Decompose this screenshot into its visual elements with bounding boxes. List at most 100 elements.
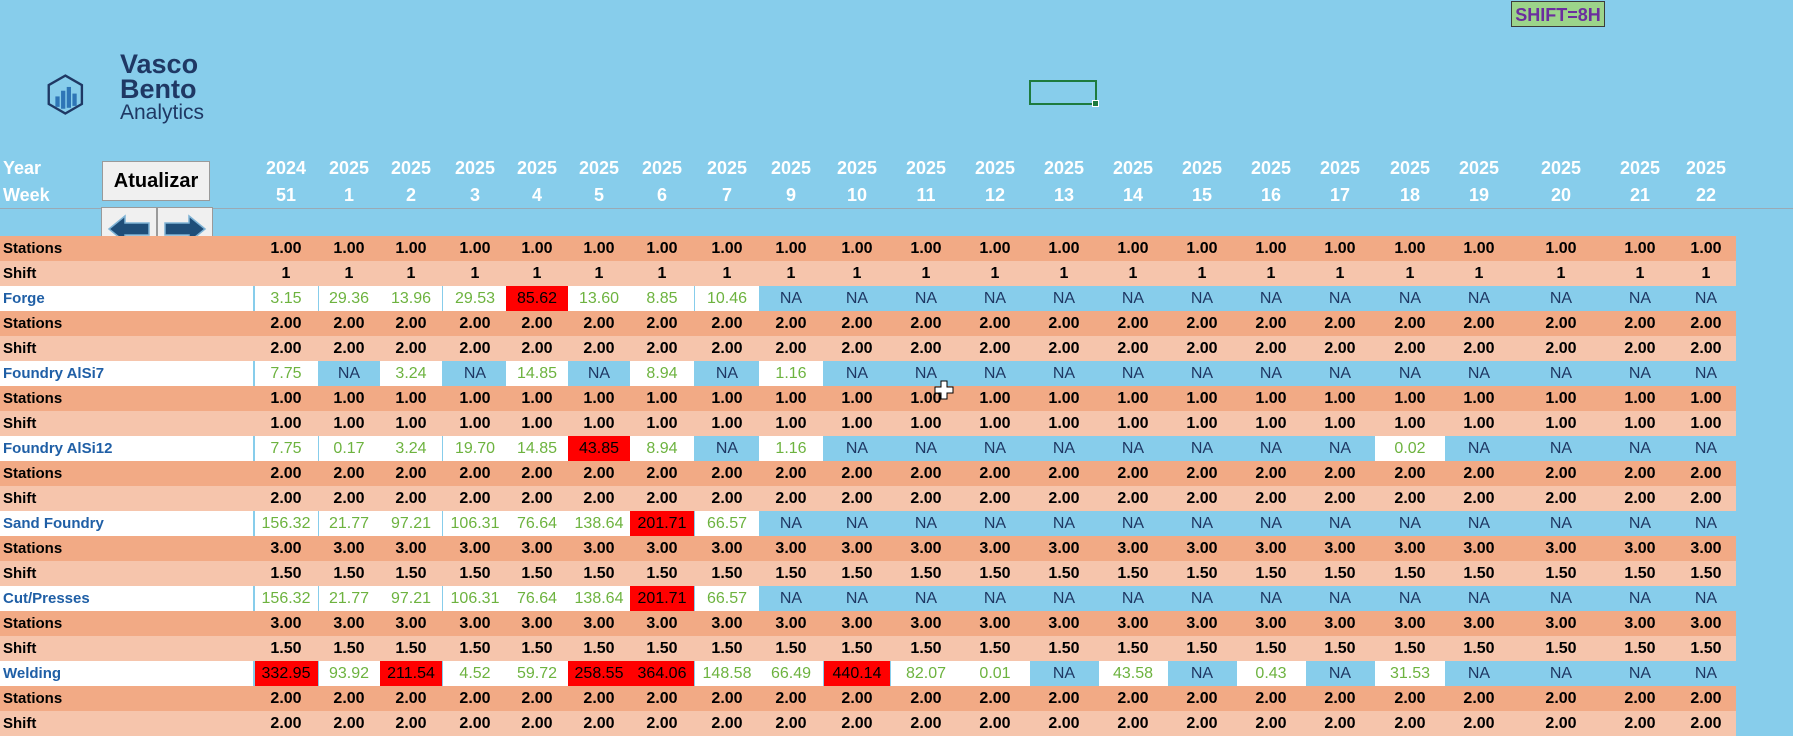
grid-cell[interactable]: 2.00 bbox=[583, 465, 615, 482]
grid-cell[interactable]: 1.50 bbox=[1324, 640, 1356, 657]
grid-cell[interactable]: NA bbox=[1328, 590, 1352, 607]
grid-cell[interactable]: 1.50 bbox=[979, 565, 1011, 582]
grid-cell[interactable]: 1.50 bbox=[1117, 565, 1149, 582]
grid-cell[interactable]: 1.50 bbox=[521, 640, 553, 657]
grid-cell[interactable]: 2.00 bbox=[841, 715, 873, 732]
grid-cell[interactable]: 1.00 bbox=[1463, 415, 1495, 432]
grid-cell[interactable]: 1 bbox=[1197, 265, 1207, 282]
grid-cell[interactable]: 1.00 bbox=[1394, 240, 1426, 257]
grid-cell[interactable]: NA bbox=[1052, 440, 1076, 457]
grid-cell[interactable]: 2.00 bbox=[583, 490, 615, 507]
grid-cell[interactable]: 3.00 bbox=[1048, 540, 1080, 557]
grid-cell[interactable]: 2.00 bbox=[395, 690, 427, 707]
grid-cell[interactable]: 3.00 bbox=[521, 615, 553, 632]
grid-cell[interactable]: 1.50 bbox=[775, 565, 807, 582]
grid-cell[interactable]: 2.00 bbox=[979, 715, 1011, 732]
grid-cell[interactable]: 2.00 bbox=[646, 465, 678, 482]
grid-cell[interactable]: 3.00 bbox=[1545, 540, 1577, 557]
grid-cell[interactable]: 1.50 bbox=[646, 640, 678, 657]
grid-cell[interactable]: NA bbox=[1328, 665, 1352, 682]
grid-cell[interactable]: 1 bbox=[990, 265, 1000, 282]
grid-cell[interactable]: 2.00 bbox=[1690, 490, 1722, 507]
grid-cell[interactable]: NA bbox=[1467, 440, 1491, 457]
grid-cell[interactable]: 3.00 bbox=[521, 540, 553, 557]
grid-cell[interactable]: 2.00 bbox=[979, 315, 1011, 332]
grid-cell[interactable]: 3.00 bbox=[395, 615, 427, 632]
grid-cell[interactable]: NA bbox=[1052, 515, 1076, 532]
data-grid[interactable]: Stations 1.00 1.00 1.00 1.00 1.00 1.00 1.00 1.00… bbox=[0, 236, 1736, 736]
grid-cell[interactable]: 2.00 bbox=[521, 315, 553, 332]
grid-cell[interactable]: NA bbox=[1628, 440, 1652, 457]
grid-cell[interactable]: NA bbox=[1467, 515, 1491, 532]
grid-cell[interactable]: 1.50 bbox=[841, 565, 873, 582]
grid-cell[interactable]: 1.00 bbox=[979, 240, 1011, 257]
row-label[interactable]: Stations bbox=[3, 315, 63, 332]
grid-cell[interactable]: 1.50 bbox=[395, 565, 427, 582]
grid-cell[interactable]: NA bbox=[1190, 665, 1214, 682]
grid-cell[interactable]: NA bbox=[1190, 290, 1214, 307]
grid-cell[interactable]: 2.00 bbox=[521, 465, 553, 482]
grid-cell[interactable]: 2.00 bbox=[395, 340, 427, 357]
grid-cell[interactable]: 1 bbox=[344, 265, 354, 282]
grid-cell[interactable]: NA bbox=[1628, 515, 1652, 532]
row-label[interactable]: Stations bbox=[3, 540, 63, 557]
grid-cell[interactable]: 10.46 bbox=[695, 286, 759, 311]
grid-cell[interactable]: 66.49 bbox=[759, 661, 823, 686]
grid-cell[interactable]: 3.00 bbox=[583, 540, 615, 557]
grid-cell[interactable]: NA bbox=[845, 590, 869, 607]
grid-cell[interactable]: 1.50 bbox=[583, 565, 615, 582]
grid-cell[interactable]: 1.50 bbox=[1690, 565, 1722, 582]
grid-cell[interactable]: 1.00 bbox=[1324, 415, 1356, 432]
grid-cell[interactable]: 66.57 bbox=[695, 511, 759, 536]
grid-cell[interactable]: 1.00 bbox=[910, 240, 942, 257]
grid-cell[interactable]: NA bbox=[1549, 365, 1573, 382]
grid-cell[interactable]: NA bbox=[337, 365, 361, 382]
grid-cell[interactable]: 1.00 bbox=[1255, 390, 1287, 407]
grid-cell[interactable]: 2.00 bbox=[1463, 465, 1495, 482]
grid-cell[interactable]: NA bbox=[1052, 590, 1076, 607]
grid-cell[interactable]: 14.85 bbox=[506, 361, 568, 386]
row-label[interactable]: Stations bbox=[3, 690, 63, 707]
grid-cell[interactable]: 3.00 bbox=[333, 615, 365, 632]
grid-cell[interactable]: 2.00 bbox=[270, 315, 302, 332]
grid-cell[interactable]: 1.00 bbox=[1394, 415, 1426, 432]
grid-cell[interactable]: 1 bbox=[1405, 265, 1415, 282]
grid-cell[interactable]: 1.50 bbox=[459, 565, 491, 582]
grid-cell[interactable]: 1.50 bbox=[521, 565, 553, 582]
grid-cell[interactable]: 2.00 bbox=[1324, 715, 1356, 732]
grid-cell[interactable]: 1 bbox=[1701, 265, 1711, 282]
grid-cell[interactable]: 2.00 bbox=[459, 465, 491, 482]
grid-cell[interactable]: 2.00 bbox=[1048, 465, 1080, 482]
grid-cell[interactable]: NA bbox=[845, 365, 869, 382]
grid-cell[interactable]: 85.62 bbox=[506, 286, 568, 311]
grid-cell[interactable]: 3.00 bbox=[646, 540, 678, 557]
grid-cell[interactable]: 2.00 bbox=[1255, 490, 1287, 507]
grid-cell[interactable]: 2.00 bbox=[1048, 315, 1080, 332]
grid-cell[interactable]: 1.00 bbox=[583, 390, 615, 407]
grid-cell[interactable]: 2.00 bbox=[1690, 315, 1722, 332]
grid-cell[interactable]: 3.00 bbox=[459, 615, 491, 632]
grid-cell[interactable]: 1 bbox=[786, 265, 796, 282]
grid-cell[interactable]: 43.58 bbox=[1098, 661, 1168, 686]
grid-cell[interactable]: NA bbox=[715, 365, 739, 382]
grid-cell[interactable]: 1.50 bbox=[1624, 565, 1656, 582]
grid-cell[interactable]: 3.00 bbox=[775, 540, 807, 557]
grid-cell[interactable]: 2.00 bbox=[910, 465, 942, 482]
grid-cell[interactable]: NA bbox=[1694, 365, 1718, 382]
grid-cell[interactable]: 2.00 bbox=[775, 490, 807, 507]
grid-cell[interactable]: 1.00 bbox=[1690, 415, 1722, 432]
grid-cell[interactable]: 3.15 bbox=[254, 286, 318, 311]
grid-cell[interactable]: 2.00 bbox=[1394, 315, 1426, 332]
grid-cell[interactable]: 3.00 bbox=[333, 540, 365, 557]
grid-cell[interactable]: NA bbox=[914, 440, 938, 457]
grid-cell[interactable]: 3.00 bbox=[1048, 615, 1080, 632]
grid-cell[interactable]: 1.00 bbox=[1624, 415, 1656, 432]
grid-cell[interactable]: 1.00 bbox=[459, 240, 491, 257]
grid-cell[interactable]: 364.06 bbox=[630, 661, 694, 686]
grid-cell[interactable]: 2.00 bbox=[1545, 340, 1577, 357]
grid-cell[interactable]: NA bbox=[1259, 440, 1283, 457]
grid-cell[interactable]: NA bbox=[983, 290, 1007, 307]
grid-cell[interactable]: 13.60 bbox=[568, 286, 630, 311]
grid-cell[interactable]: 1.00 bbox=[1545, 415, 1577, 432]
grid-cell[interactable]: 3.00 bbox=[1690, 615, 1722, 632]
